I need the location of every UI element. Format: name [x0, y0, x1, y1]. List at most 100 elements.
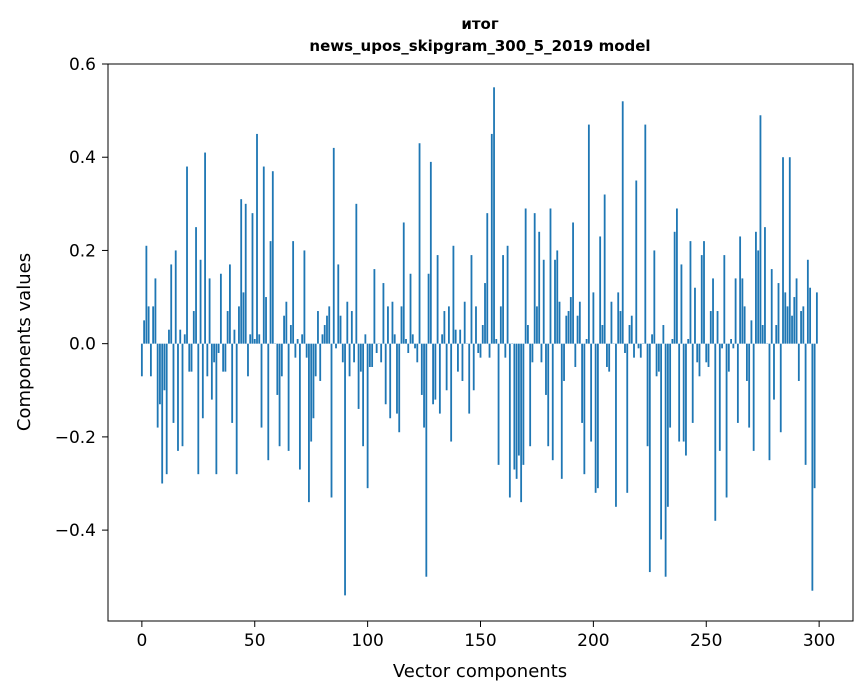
bar	[312, 343, 315, 419]
bar	[285, 301, 288, 344]
bar	[443, 311, 446, 344]
bar	[165, 343, 168, 475]
bar	[700, 255, 703, 344]
bar	[382, 283, 385, 344]
bar	[743, 306, 746, 344]
bar	[260, 343, 263, 428]
bar	[585, 339, 588, 344]
bar	[759, 115, 762, 344]
bar	[606, 343, 608, 367]
bar	[610, 301, 613, 344]
bar	[556, 250, 559, 344]
bar	[199, 259, 202, 344]
x-tick-label: 250	[690, 631, 722, 651]
bar	[560, 343, 563, 479]
bar	[545, 343, 547, 395]
bar	[438, 343, 441, 414]
bar	[457, 343, 459, 372]
bar	[436, 255, 439, 344]
bar	[204, 152, 206, 344]
bar	[434, 343, 437, 400]
bar	[192, 311, 195, 344]
bar	[278, 343, 281, 447]
bar	[644, 124, 647, 344]
bar	[572, 222, 574, 344]
bar	[256, 133, 258, 344]
bar	[745, 343, 748, 381]
bar	[251, 213, 254, 344]
bar	[163, 343, 166, 391]
bar	[346, 301, 349, 344]
bar	[391, 301, 394, 344]
bar	[795, 278, 798, 344]
x-axis: 0 50 100 150 200 250 300	[136, 621, 835, 651]
bar	[359, 343, 362, 372]
bar	[217, 343, 220, 353]
bar	[294, 343, 297, 358]
bar	[653, 250, 656, 344]
bar	[673, 231, 676, 344]
bar	[678, 343, 681, 442]
bar	[147, 306, 150, 344]
bar	[149, 343, 152, 377]
bar	[608, 343, 611, 372]
bar	[219, 273, 222, 344]
bar	[364, 334, 367, 344]
bar	[405, 339, 407, 344]
bar	[402, 222, 405, 344]
bar	[308, 343, 310, 503]
bar	[454, 329, 457, 344]
bar	[174, 250, 177, 344]
bar	[782, 157, 784, 344]
bar	[181, 343, 184, 447]
bar	[752, 343, 755, 451]
bar	[400, 306, 403, 344]
bar	[549, 208, 552, 344]
bar	[615, 343, 617, 507]
bar	[569, 297, 572, 344]
bar	[761, 325, 764, 344]
y-tick-label: 0.6	[69, 55, 96, 75]
bar	[242, 292, 245, 344]
bar	[716, 311, 719, 344]
bar	[587, 124, 590, 344]
bar	[542, 259, 545, 344]
bar	[161, 343, 164, 484]
bar	[804, 343, 807, 465]
x-axis-label: Vector components	[393, 661, 567, 682]
bar	[262, 166, 265, 344]
bar	[734, 278, 737, 344]
bar	[238, 306, 240, 344]
bar	[231, 343, 234, 423]
bar	[298, 343, 301, 470]
bar	[768, 343, 771, 461]
bar	[380, 343, 383, 363]
bar	[429, 161, 432, 344]
bar	[441, 334, 444, 344]
bar	[159, 343, 161, 405]
bar	[524, 208, 527, 344]
bar	[396, 343, 398, 414]
bar	[626, 343, 629, 493]
bar	[411, 334, 414, 344]
bar	[517, 343, 520, 456]
bar	[603, 194, 606, 344]
bar	[145, 245, 148, 344]
bar	[709, 311, 712, 344]
x-tick-label: 300	[803, 631, 835, 651]
bar	[705, 343, 708, 363]
chart-title-line-2: news_upos_skipgram_300_5_2019 model	[309, 37, 650, 55]
bar	[179, 329, 182, 344]
bar	[797, 343, 800, 381]
bar	[229, 264, 231, 344]
bar	[156, 343, 159, 428]
bar	[554, 259, 556, 344]
bar	[718, 343, 721, 451]
bar	[630, 315, 633, 344]
bar	[621, 101, 624, 344]
bar	[788, 157, 791, 344]
bar	[475, 306, 477, 344]
bar	[502, 255, 504, 344]
bar	[793, 297, 796, 344]
